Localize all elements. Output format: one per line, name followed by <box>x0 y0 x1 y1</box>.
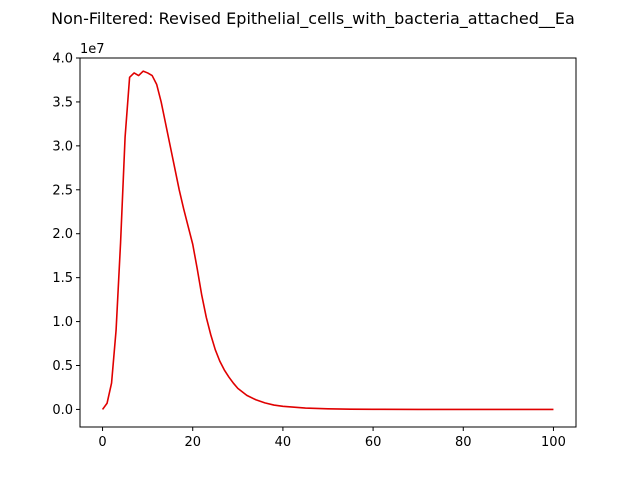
y-tick-label: 1.0 <box>52 315 73 330</box>
x-tick-label: 0 <box>98 435 106 450</box>
x-tick-label: 40 <box>275 435 292 450</box>
y-tick-label: 1.5 <box>52 271 73 286</box>
x-tick-label: 60 <box>365 435 382 450</box>
y-tick-label: 3.0 <box>52 139 73 154</box>
series-line-0 <box>101 70 554 411</box>
plot-frame <box>79 57 577 428</box>
x-tick-label: 100 <box>541 435 566 450</box>
y-tick-label: 3.5 <box>52 95 73 110</box>
plot-area <box>80 58 576 427</box>
chart-title: Non-Filtered: Revised Epithelial_cells_w… <box>51 9 575 29</box>
y-tick-label: 4.0 <box>52 52 73 67</box>
y-tick-label: 2.5 <box>52 183 73 198</box>
x-tick-label: 80 <box>455 435 472 450</box>
y-tick-label: 0.5 <box>52 359 73 374</box>
y-tick-label: 2.0 <box>52 227 73 242</box>
x-tick-label: 20 <box>184 435 201 450</box>
y-tick-label: 0.0 <box>52 403 73 418</box>
y-offset-label: 1e7 <box>80 42 105 57</box>
